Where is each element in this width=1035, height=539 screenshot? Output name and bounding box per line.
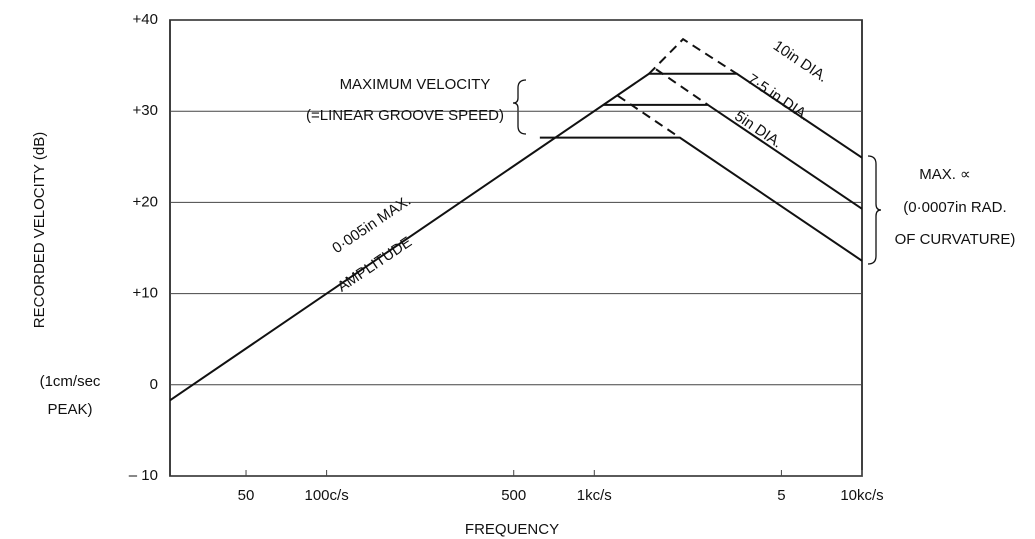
x-tick-label: 10kc/s bbox=[840, 487, 883, 504]
x-tick-label: 100c/s bbox=[305, 487, 349, 504]
y-tick-label: +10 bbox=[133, 285, 158, 302]
annotation: PEAK) bbox=[47, 401, 92, 418]
annotation: (=LINEAR GROOVE SPEED) bbox=[306, 107, 504, 124]
series-line bbox=[655, 68, 709, 106]
y-tick-label: – 10 bbox=[129, 467, 158, 484]
annotation: 10in DIA. bbox=[770, 37, 831, 86]
series-line bbox=[617, 94, 681, 139]
x-tick-label: 50 bbox=[238, 487, 255, 504]
brace bbox=[867, 155, 882, 265]
x-tick-label: 5 bbox=[777, 487, 785, 504]
y-tick-label: 0 bbox=[150, 376, 158, 393]
annotation: OF CURVATURE) bbox=[895, 231, 1016, 248]
series-line bbox=[169, 72, 863, 402]
y-tick-label: +30 bbox=[133, 102, 158, 119]
series-line bbox=[539, 136, 863, 262]
annotation: MAXIMUM VELOCITY bbox=[340, 76, 491, 93]
annotation: 5in DIA. bbox=[731, 108, 785, 152]
annotation: (0·0007in RAD. bbox=[903, 199, 1006, 216]
y-axis-label: RECORDED VELOCITY (dB) bbox=[31, 132, 48, 328]
x-tick-label: 500 bbox=[501, 487, 526, 504]
y-tick-label: +40 bbox=[133, 11, 158, 28]
annotation: MAX. ∝ bbox=[919, 166, 971, 183]
annotation: (1cm/sec bbox=[40, 373, 101, 390]
y-tick-label: +20 bbox=[133, 193, 158, 210]
series-line bbox=[648, 37, 738, 75]
brace bbox=[512, 79, 527, 135]
x-axis-label: FREQUENCY bbox=[465, 521, 559, 538]
x-tick-label: 1kc/s bbox=[577, 487, 612, 504]
